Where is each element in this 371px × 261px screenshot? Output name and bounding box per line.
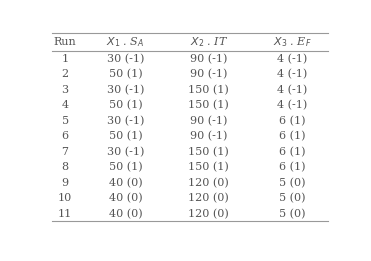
Text: 40 (0): 40 (0) bbox=[109, 177, 142, 188]
Text: 50 (1): 50 (1) bbox=[109, 162, 142, 173]
Text: 90 (-1): 90 (-1) bbox=[190, 69, 227, 80]
Text: 40 (0): 40 (0) bbox=[109, 209, 142, 219]
Text: 150 (1): 150 (1) bbox=[188, 85, 229, 95]
Text: 120 (0): 120 (0) bbox=[188, 193, 229, 203]
Text: $X_1$ . S$_A$: $X_1$ . S$_A$ bbox=[106, 35, 145, 49]
Text: 6 (1): 6 (1) bbox=[279, 147, 305, 157]
Text: 10: 10 bbox=[58, 193, 72, 203]
Text: 150 (1): 150 (1) bbox=[188, 100, 229, 110]
Text: 5 (0): 5 (0) bbox=[279, 177, 305, 188]
Text: 4: 4 bbox=[62, 100, 69, 110]
Text: Run: Run bbox=[54, 37, 76, 47]
Text: 150 (1): 150 (1) bbox=[188, 162, 229, 173]
Text: 9: 9 bbox=[62, 178, 69, 188]
Text: 90 (-1): 90 (-1) bbox=[190, 116, 227, 126]
Text: 3: 3 bbox=[62, 85, 69, 95]
Text: 11: 11 bbox=[58, 209, 72, 219]
Text: 4 (-1): 4 (-1) bbox=[277, 85, 307, 95]
Text: 5: 5 bbox=[62, 116, 69, 126]
Text: 90 (-1): 90 (-1) bbox=[190, 54, 227, 64]
Text: 2: 2 bbox=[62, 69, 69, 79]
Text: 30 (-1): 30 (-1) bbox=[107, 116, 144, 126]
Text: 1: 1 bbox=[62, 54, 69, 64]
Text: 6 (1): 6 (1) bbox=[279, 116, 305, 126]
Text: 30 (-1): 30 (-1) bbox=[107, 54, 144, 64]
Text: $X_2$ . IT: $X_2$ . IT bbox=[190, 35, 228, 49]
Text: 120 (0): 120 (0) bbox=[188, 209, 229, 219]
Text: 4 (-1): 4 (-1) bbox=[277, 100, 307, 110]
Text: 120 (0): 120 (0) bbox=[188, 177, 229, 188]
Text: 5 (0): 5 (0) bbox=[279, 193, 305, 203]
Text: 90 (-1): 90 (-1) bbox=[190, 131, 227, 141]
Text: 150 (1): 150 (1) bbox=[188, 147, 229, 157]
Text: 30 (-1): 30 (-1) bbox=[107, 147, 144, 157]
Text: 6: 6 bbox=[62, 131, 69, 141]
Text: 30 (-1): 30 (-1) bbox=[107, 85, 144, 95]
Text: 50 (1): 50 (1) bbox=[109, 69, 142, 80]
Text: 50 (1): 50 (1) bbox=[109, 131, 142, 141]
Text: 8: 8 bbox=[62, 162, 69, 172]
Text: 7: 7 bbox=[62, 147, 69, 157]
Text: 6 (1): 6 (1) bbox=[279, 162, 305, 173]
Text: 40 (0): 40 (0) bbox=[109, 193, 142, 203]
Text: 4 (-1): 4 (-1) bbox=[277, 54, 307, 64]
Text: 6 (1): 6 (1) bbox=[279, 131, 305, 141]
Text: 4 (-1): 4 (-1) bbox=[277, 69, 307, 80]
Text: 5 (0): 5 (0) bbox=[279, 209, 305, 219]
Text: $X_3$ . E$_F$: $X_3$ . E$_F$ bbox=[273, 35, 312, 49]
Text: 50 (1): 50 (1) bbox=[109, 100, 142, 110]
